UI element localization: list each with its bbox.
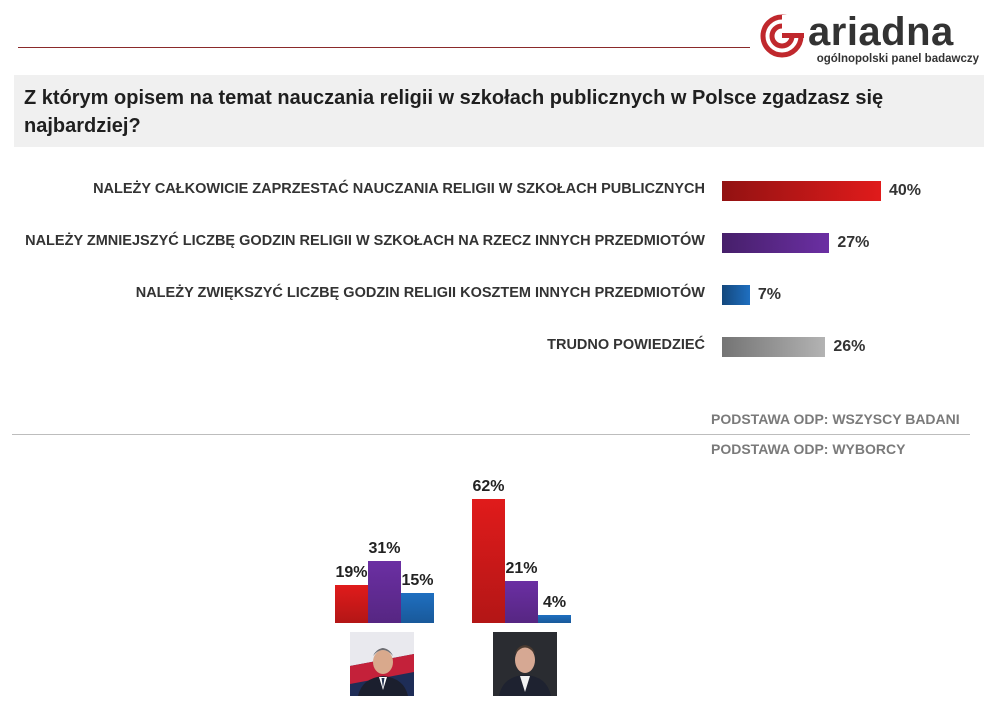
duda-portrait bbox=[350, 632, 414, 696]
vbar-value-label: 15% bbox=[401, 572, 434, 589]
hbar-value-label: 26% bbox=[833, 338, 866, 355]
section-divider bbox=[12, 434, 970, 435]
hbar bbox=[722, 285, 750, 305]
vbar bbox=[401, 593, 434, 623]
vbar-value-label: 4% bbox=[542, 594, 567, 611]
question-banner: Z którym opisem na temat nauczania relig… bbox=[14, 75, 984, 147]
base-note-all-respondents: PODSTAWA ODP: WSZYSCY BADANI bbox=[711, 411, 960, 427]
vbar bbox=[368, 561, 401, 623]
question-text: Z którym opisem na temat nauczania relig… bbox=[24, 87, 884, 137]
hbar bbox=[722, 337, 826, 357]
vbar bbox=[335, 585, 368, 623]
vbar-value-label: 31% bbox=[368, 540, 401, 557]
trzaskowski-portrait bbox=[493, 632, 557, 696]
hbar-value-label: 7% bbox=[757, 286, 781, 303]
hbar-label: NALEŻY ZWIĘKSZYĆ LICZBĘ GODZIN RELIGII K… bbox=[135, 285, 705, 301]
vbar bbox=[472, 499, 505, 623]
hbar-value-label: 27% bbox=[837, 234, 870, 251]
header-divider bbox=[18, 47, 750, 48]
vbar-value-label: 62% bbox=[472, 478, 505, 495]
hbar bbox=[722, 181, 881, 201]
hbar-label: NALEŻY ZMNIEJSZYĆ LICZBĘ GODZIN RELIGII … bbox=[25, 233, 705, 249]
hbar-label: NALEŻY CAŁKOWICIE ZAPRZESTAĆ NAUCZANIA R… bbox=[93, 181, 705, 197]
hbar-label: TRUDNO POWIEDZIEĆ bbox=[547, 337, 705, 353]
vbar-value-label: 21% bbox=[505, 560, 538, 577]
hbar bbox=[722, 233, 830, 253]
ariadna-logo-mark-icon bbox=[760, 14, 804, 58]
logo-tagline: ogólnopolski panel badawczy bbox=[816, 53, 979, 65]
vbar bbox=[538, 615, 571, 623]
hbar-value-label: 40% bbox=[889, 182, 922, 199]
logo-wordmark: ariadna bbox=[808, 10, 954, 54]
vbar bbox=[505, 581, 538, 623]
base-note-voters: PODSTAWA ODP: WYBORCY bbox=[711, 441, 906, 457]
ariadna-logo: ariadna ogólnopolski panel badawczy bbox=[760, 10, 985, 68]
vbar-value-label: 19% bbox=[335, 564, 368, 581]
